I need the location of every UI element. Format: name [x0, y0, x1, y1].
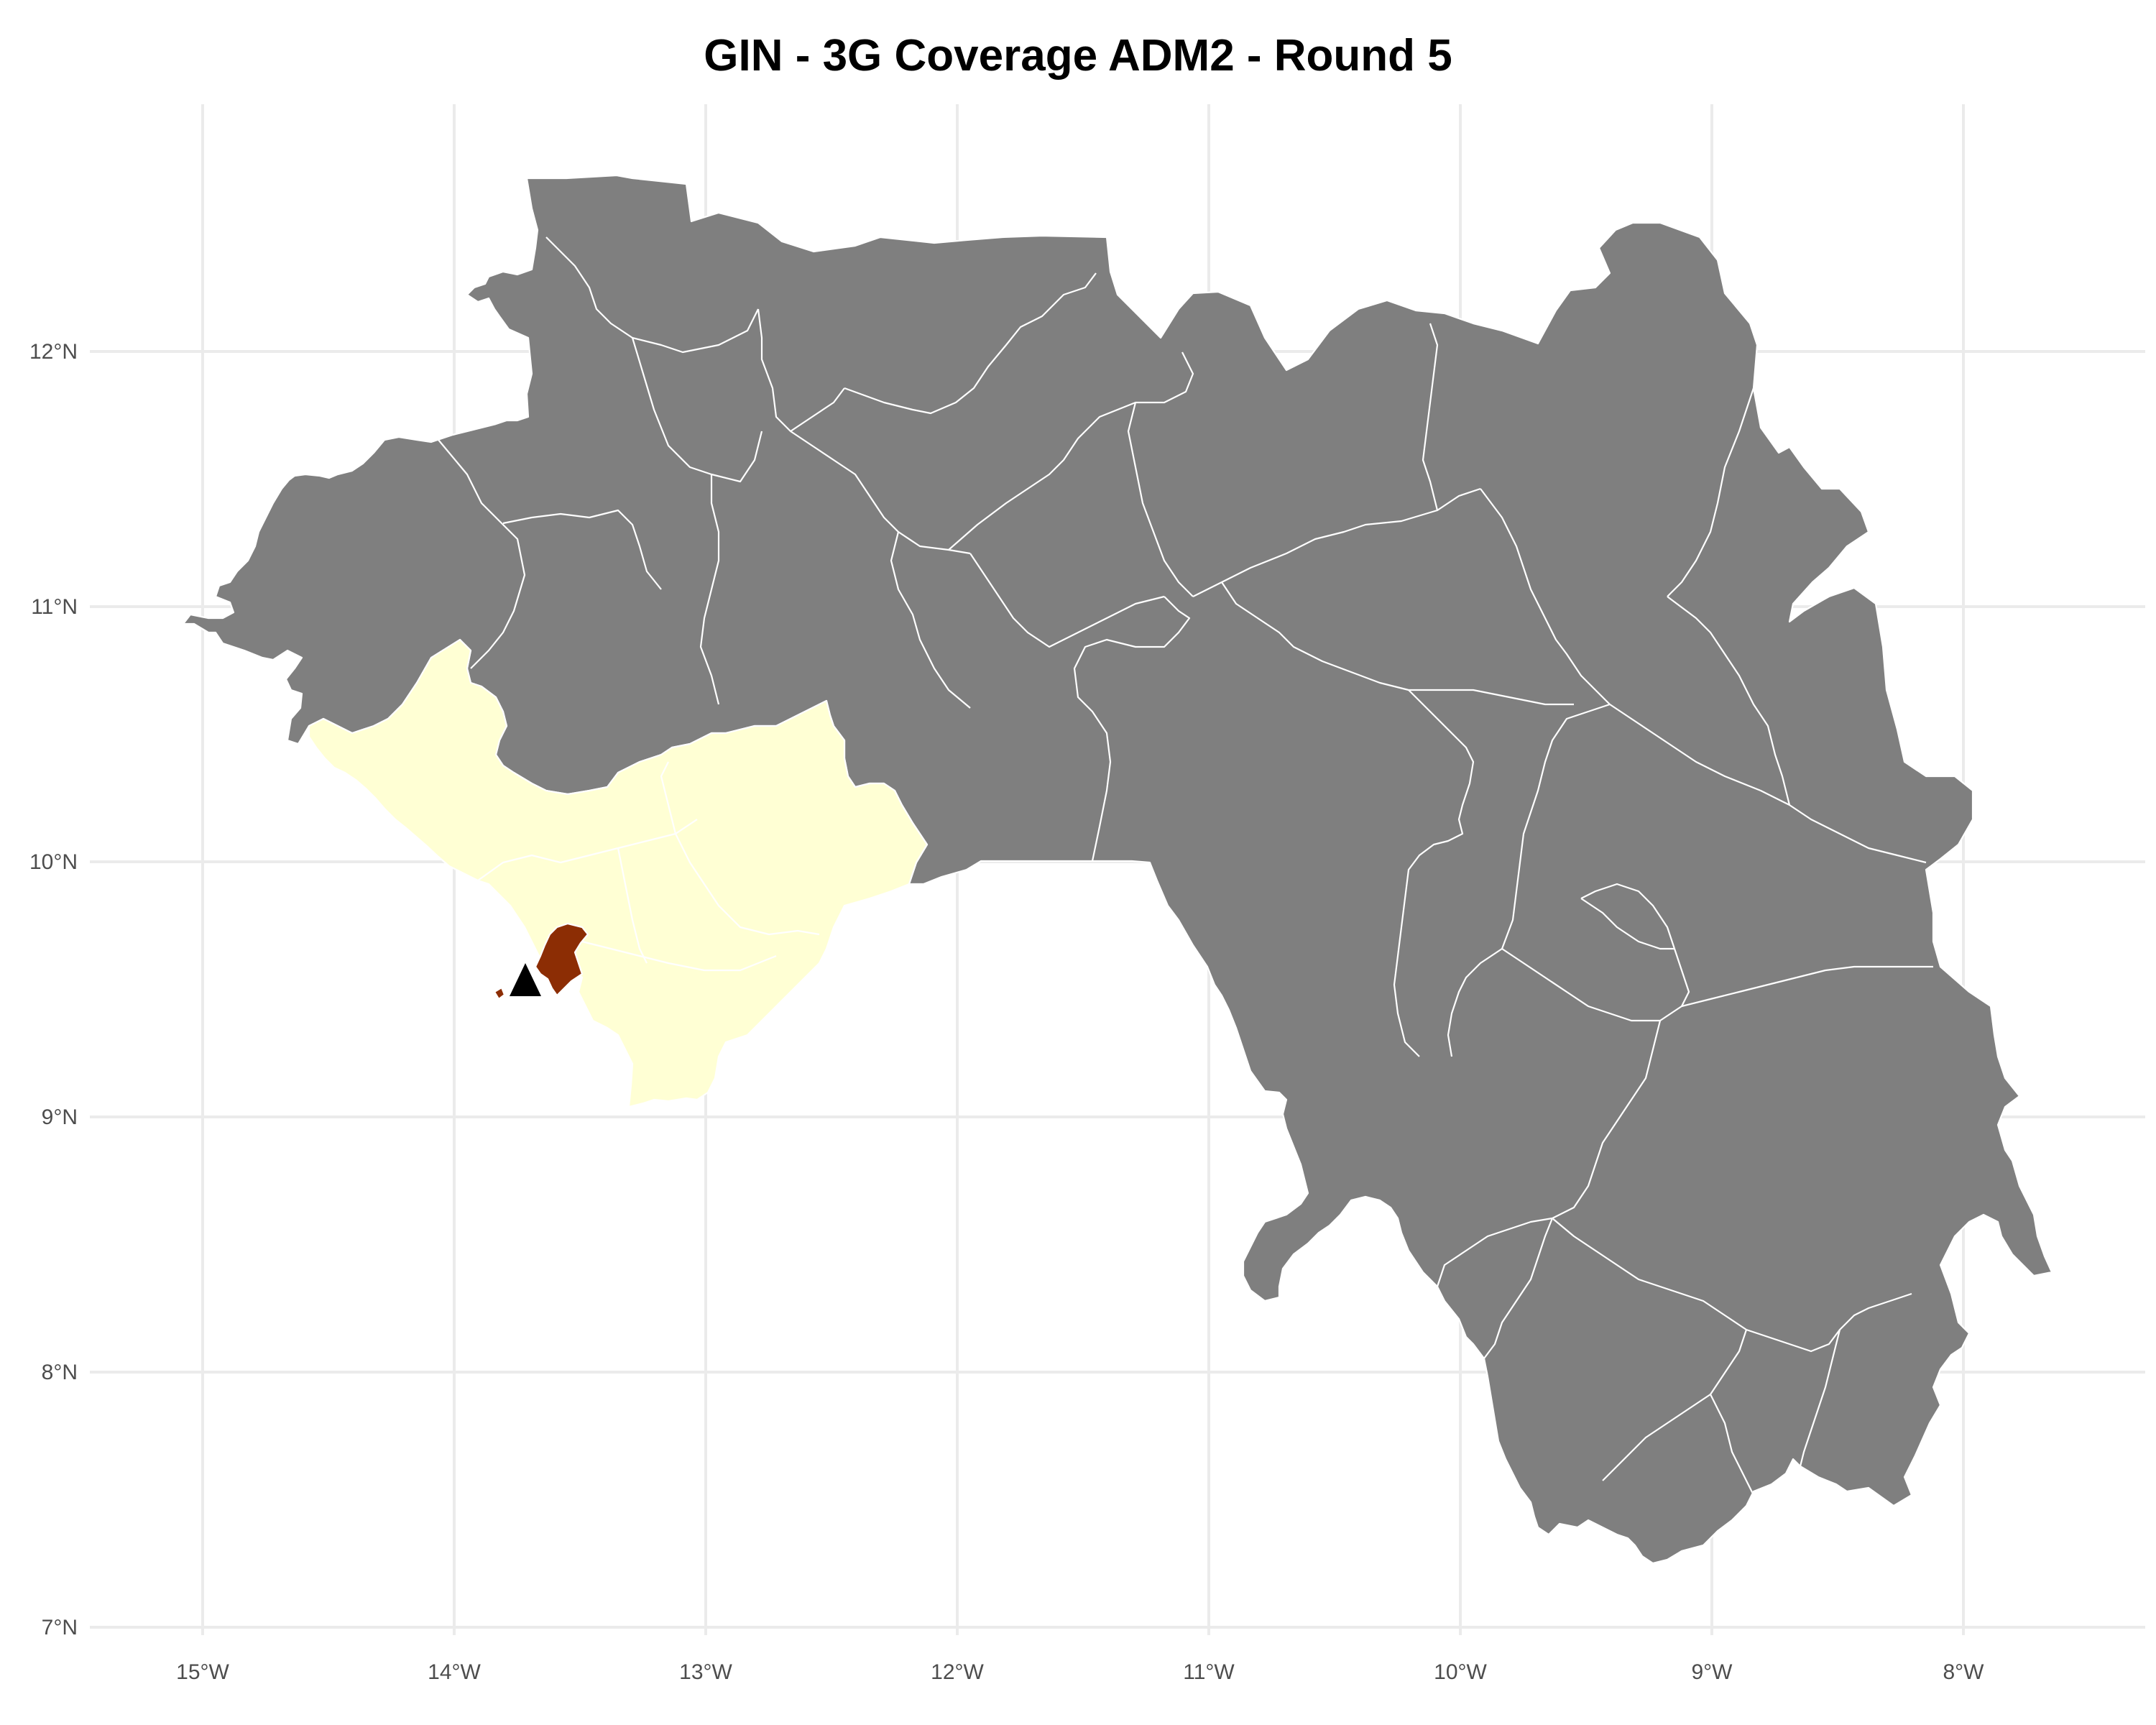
lat-tick-label: 7°N	[42, 1616, 78, 1639]
location-marker-triangle	[510, 963, 541, 996]
lon-axis-labels: 15°W 14°W 13°W 12°W 11°W 10°W 9°W 8°W	[176, 1660, 1984, 1684]
lat-tick-label: 9°N	[42, 1105, 78, 1129]
lat-tick-label: 12°N	[29, 340, 78, 364]
lat-tick-label: 8°N	[42, 1361, 78, 1384]
lon-tick-label: 15°W	[176, 1660, 229, 1684]
map-title: GIN - 3G Coverage ADM2 - Round 5	[704, 31, 1452, 80]
lat-tick-label: 11°N	[31, 595, 78, 619]
lon-tick-label: 11°W	[1183, 1660, 1235, 1684]
adm2-region-high-coverage	[534, 922, 589, 997]
lat-tick-label: 10°N	[29, 850, 78, 874]
lat-axis-labels: 12°N 11°N 10°N 9°N 8°N 7°N	[29, 340, 78, 1639]
adm2-region-no-data	[182, 174, 2053, 1565]
lon-tick-label: 9°W	[1692, 1660, 1733, 1684]
lon-tick-label: 13°W	[679, 1660, 732, 1684]
lon-tick-label: 8°W	[1943, 1660, 1985, 1684]
lon-tick-label: 10°W	[1434, 1660, 1487, 1684]
adm2-region-low-coverage	[308, 638, 929, 1108]
lon-tick-label: 14°W	[428, 1660, 481, 1684]
adm2-islet-high-coverage	[493, 986, 506, 1000]
adm2-boundaries	[438, 236, 1933, 1496]
lon-tick-label: 12°W	[931, 1660, 984, 1684]
low-coverage-boundaries	[477, 761, 820, 972]
